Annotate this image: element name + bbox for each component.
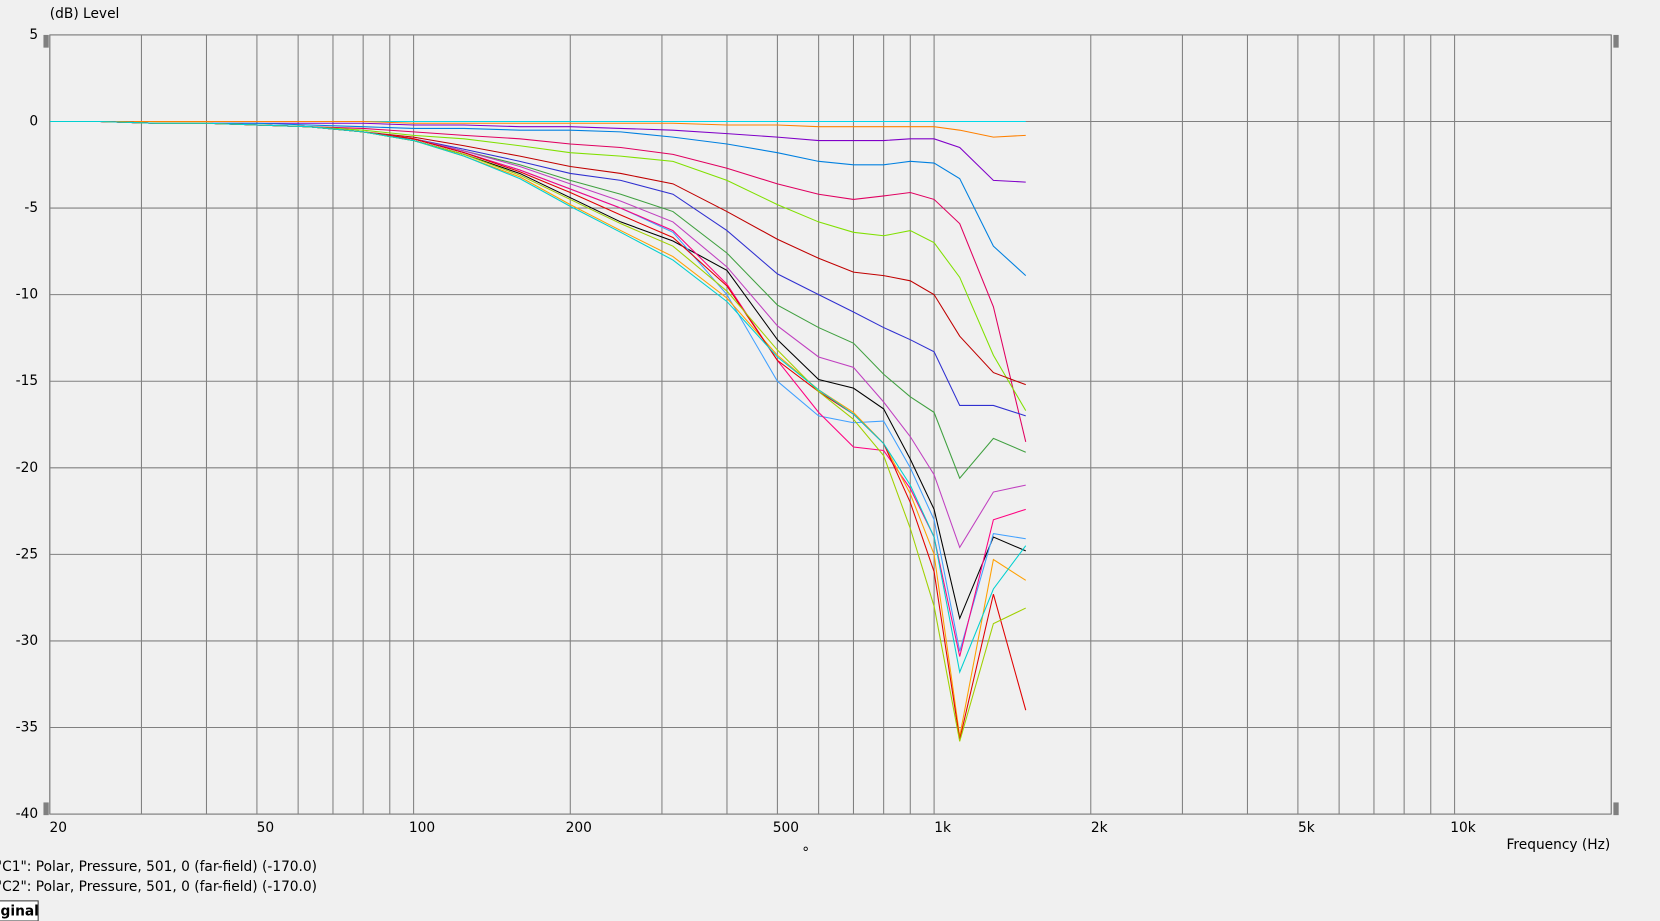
x-tick-label: 200 <box>566 820 592 836</box>
tab[interactable] <box>0 900 39 921</box>
y-tick-label: -30 <box>16 633 38 649</box>
x-tick-label: 100 <box>409 820 435 836</box>
plot-handles <box>43 34 1619 816</box>
x-tick-label: 5k <box>1298 820 1315 836</box>
handle <box>1613 34 1619 48</box>
tab-label[interactable]: iginal <box>0 903 39 919</box>
x-axis-label: Frequency (Hz) <box>1507 837 1611 853</box>
y-tick-label: -5 <box>24 200 38 216</box>
y-tick-label: -15 <box>16 373 38 389</box>
curve-info: "C1": Polar, Pressure, 501, 0 (far-field… <box>0 859 317 875</box>
y-axis-label: (dB) Level <box>50 6 120 22</box>
y-tick-label: -10 <box>16 287 38 303</box>
handle <box>43 34 49 48</box>
series-line <box>49 120 1027 276</box>
y-tick-label: 0 <box>29 114 38 130</box>
x-tick-label: 1k <box>934 820 951 836</box>
x-tick-label: 500 <box>773 820 799 836</box>
x-tick-label: 20 <box>50 820 67 836</box>
x-tick-label: 10k <box>1450 820 1475 836</box>
y-tick-label: -35 <box>16 720 38 736</box>
handle <box>1613 802 1619 816</box>
series-line <box>49 120 1026 138</box>
series-line <box>49 120 1027 674</box>
y-tick-label: -20 <box>16 460 38 476</box>
curve-info: "C2": Polar, Pressure, 501, 0 (far-field… <box>0 879 317 895</box>
x-tick-label: 2k <box>1091 820 1108 836</box>
y-tick-label: 5 <box>29 27 38 43</box>
handle <box>43 802 49 816</box>
y-tick-label: -40 <box>16 806 38 822</box>
y-tick-label: -25 <box>16 546 38 562</box>
cursor-marker: ° <box>802 845 809 861</box>
x-tick-label: 50 <box>257 820 275 836</box>
